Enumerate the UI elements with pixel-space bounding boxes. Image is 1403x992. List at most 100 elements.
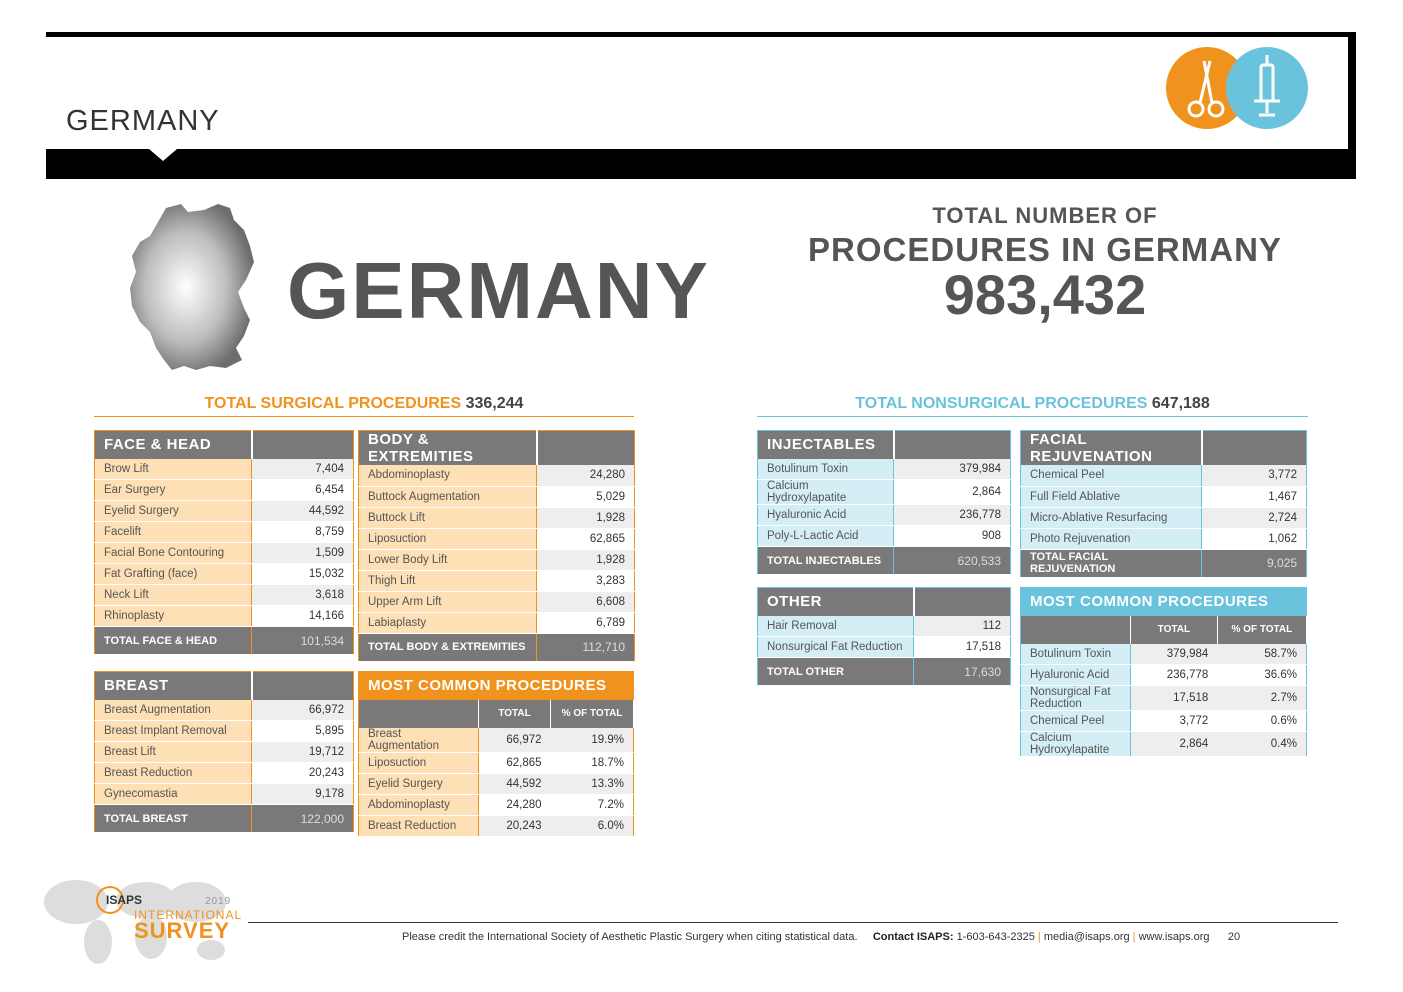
procedure-value: 2,864 [893,479,1011,505]
table-row: Liposuction 62,865 18.7% [358,752,634,774]
procedure-name: Abdominoplasty [358,794,479,816]
table-row: Breast Reduction 20,243 [94,762,354,784]
table-total-row: TOTAL FACIAL REJUVENATION 9,025 [1020,549,1307,578]
face-head-table: FACE & HEAD Brow Lift 7,404 Ear Surgery 6,45… [94,430,354,655]
mc-title: MOST COMMON PROCEDURES [358,671,634,700]
table-row: Labiaplasty 6,789 [358,612,635,634]
mc-pct-header: % OF TOTAL [1217,615,1308,644]
logo-isaps: ISAPS [106,893,143,907]
procedure-name: Liposuction [358,528,537,550]
procedure-value: 62,865 [536,528,635,550]
logo-survey: SURVEY [134,918,231,943]
procedure-name: Upper Arm Lift [358,591,537,613]
mc-caption-row: MOST COMMON PROCEDURES [358,671,634,700]
procedure-pct: 2.7% [1217,685,1307,711]
table-row: Eyelid Surgery 44,592 [94,500,354,522]
table-title: FACE & HEAD [94,430,253,459]
mc-blank-header [358,699,479,728]
table-row: Rhinoplasty 14,166 [94,605,354,627]
table-row: Abdominoplasty 24,280 7.2% [358,794,634,816]
table-row: Fat Grafting (face) 15,032 [94,563,354,585]
footer-divider [248,922,1338,923]
procedure-value: 908 [893,525,1011,547]
table-row: Nonsurgical Fat Reduction 17,518 [757,636,1011,658]
procedure-value: 6,789 [536,612,635,634]
table-row: Nonsurgical Fat Reduction 17,518 2.7% [1020,685,1307,711]
procedure-total: 2,864 [1130,731,1218,757]
breast-table: BREAST Breast Augmentation 66,972 Breast Im… [94,671,354,833]
procedure-value: 1,928 [536,549,635,571]
total-value: 9,025 [1201,549,1307,578]
procedure-value: 9,178 [251,783,354,805]
procedure-name: Chemical Peel [1020,465,1202,487]
page-number: 20 [1227,931,1241,943]
footer-email[interactable]: media@isaps.org [1043,931,1130,943]
procedure-value: 379,984 [893,458,1011,480]
total-value: 112,710 [536,633,635,662]
table-row: Breast Implant Removal 5,895 [94,720,354,742]
procedure-pct: 19.9% [550,727,634,753]
table-row: Botulinum Toxin 379,984 58.7% [1020,643,1307,665]
footer-phone: 1-603-643-2325 [956,931,1035,943]
procedure-total: 236,778 [1130,664,1218,686]
total-label: TOTAL BREAST [94,804,252,833]
table-header-row: OTHER [757,587,1011,616]
procedure-name: Brow Lift [94,458,252,480]
total-line1: TOTAL NUMBER OF [932,203,1158,228]
table-title: FACIAL REJUVENATION [1020,430,1203,465]
table-row: Chemical Peel 3,772 [1020,465,1307,487]
table-total-row: TOTAL INJECTABLES 620,533 [757,546,1011,575]
nonsurgical-header: TOTAL NONSURGICAL PROCEDURES 647,188 [757,395,1308,417]
procedure-value: 44,592 [251,500,354,522]
table-row: Chemical Peel 3,772 0.6% [1020,710,1307,732]
table-row: Neck Lift 3,618 [94,584,354,606]
table-total-row: TOTAL BREAST 122,000 [94,804,354,833]
table-row: Facelift 8,759 [94,521,354,543]
table-header-row: BODY & EXTREMITIES [358,430,635,465]
table-row: Buttock Augmentation 5,029 [358,486,635,508]
procedure-value: 15,032 [251,563,354,585]
table-header-blank [251,430,354,459]
table-title: BREAST [94,671,253,700]
procedure-name: Poly-L-Lactic Acid [757,525,894,547]
procedure-value: 5,895 [251,720,354,742]
procedure-name: Abdominoplasty [358,465,537,487]
procedure-value: 7,404 [251,458,354,480]
procedure-name: Buttock Augmentation [358,486,537,508]
mc-caption-row: MOST COMMON PROCEDURES [1020,587,1307,616]
table-row: Thigh Lift 3,283 [358,570,635,592]
procedure-value: 17,518 [913,636,1011,658]
table-row: Abdominoplasty 24,280 [358,465,635,487]
procedure-name: Labiaplasty [358,612,537,634]
procedure-name: Liposuction [358,752,479,774]
country-title: GERMANY [287,246,710,335]
procedure-value: 1,467 [1201,486,1307,508]
procedure-value: 19,712 [251,741,354,763]
table-row: Lower Body Lift 1,928 [358,549,635,571]
procedure-name: Botulinum Toxin [1020,643,1131,665]
procedure-total: 66,972 [478,727,551,753]
table-title: OTHER [757,587,915,616]
most-common-surgical-table: MOST COMMON PROCEDURES TOTAL% OF TOTAL Bre… [358,671,634,837]
procedure-pct: 13.3% [550,773,634,795]
table-row: Micro-Ablative Resurfacing 2,724 [1020,507,1307,529]
table-row: Breast Augmentation 66,972 [94,699,354,721]
total-label: TOTAL FACIAL REJUVENATION [1020,549,1202,578]
footer-web[interactable]: www.isaps.org [1138,931,1210,943]
procedure-name: Breast Implant Removal [94,720,252,742]
procedure-name: Breast Augmentation [94,699,252,721]
footer-credit: Please credit the International Society … [402,931,858,943]
banner-panel: GERMANY [46,37,1348,149]
procedure-value: 24,280 [536,465,635,487]
procedure-name: Eyelid Surgery [94,500,252,522]
procedure-name: Thigh Lift [358,570,537,592]
table-row: Calcium Hydroxylapatite 2,864 [757,479,1011,505]
total-value: 101,534 [251,626,354,655]
table-row: Gynecomastia 9,178 [94,783,354,805]
total-value: 122,000 [251,804,354,833]
other-table: OTHER Hair Removal 112 Nonsurgical Fat Redu… [757,587,1011,686]
table-header-row: FACE & HEAD [94,430,354,459]
procedure-name: Neck Lift [94,584,252,606]
total-label: TOTAL BODY & EXTREMITIES [358,633,537,662]
procedure-total: 62,865 [478,752,551,774]
